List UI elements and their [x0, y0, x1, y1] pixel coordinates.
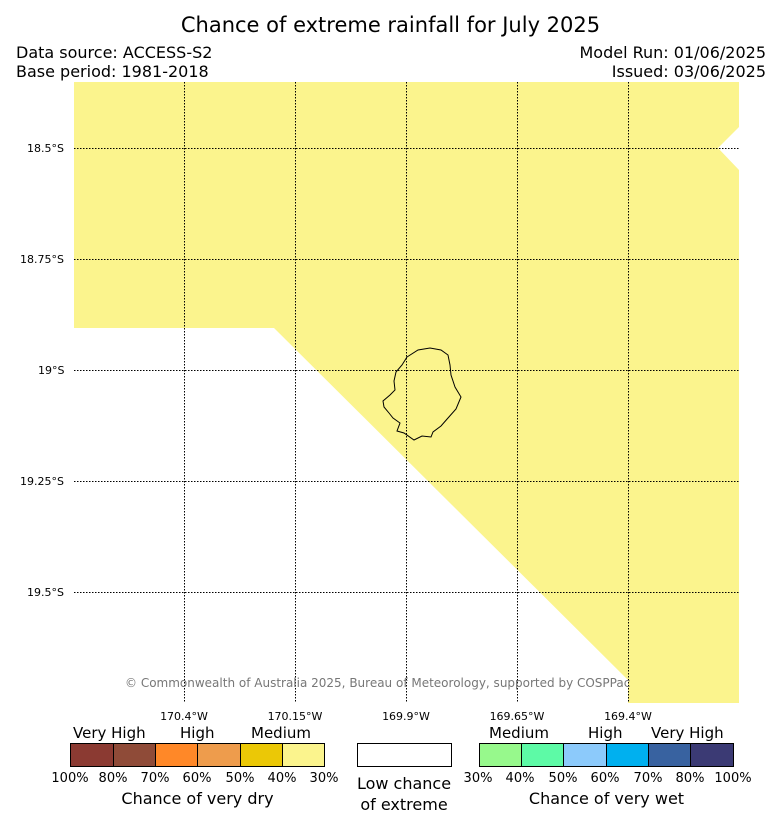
dry-swatch	[282, 743, 325, 767]
copyright-credit: © Commonwealth of Australia 2025, Bureau…	[125, 676, 631, 690]
wet-level-very-high: Very High	[651, 724, 724, 742]
dry-swatch	[240, 743, 283, 767]
dry-swatch	[155, 743, 198, 767]
dry-tick: 40%	[267, 771, 297, 786]
low-chance-swatch	[357, 743, 452, 767]
wet-swatch	[479, 743, 522, 767]
lon-label: 169.65°W	[489, 710, 545, 723]
issued-date: Issued: 03/06/2025	[611, 62, 766, 81]
dry-level-high: High	[180, 724, 215, 742]
wet-level-medium: Medium	[489, 724, 549, 742]
dry-tick: 30%	[309, 771, 339, 786]
model-run-info: Model Run: 01/06/2025 Issued: 03/06/2025	[580, 43, 767, 81]
wet-caption: Chance of very wet	[528, 789, 685, 808]
wet-swatch	[521, 743, 564, 767]
dry-tick: 80%	[98, 771, 128, 786]
low-chance-caption-line2: of extreme	[360, 795, 448, 814]
wet-swatch	[563, 743, 607, 767]
data-source: Data source: ACCESS-S2	[16, 43, 213, 62]
dry-tick: 100%	[51, 771, 89, 786]
lat-label: 18.5°S	[27, 142, 64, 155]
map-title: Chance of extreme rainfall for July 2025	[180, 13, 601, 37]
lon-label: 169.4°W	[604, 710, 652, 723]
wet-swatch	[606, 743, 649, 767]
dry-swatch	[70, 743, 114, 767]
wet-swatch	[690, 743, 734, 767]
gridlines	[74, 82, 739, 703]
wet-swatch	[648, 743, 691, 767]
lat-label: 19°S	[38, 364, 65, 377]
lat-label: 18.75°S	[20, 253, 64, 266]
wet-tick: 100%	[714, 771, 752, 786]
dry-caption: Chance of very dry	[121, 789, 274, 808]
wet-level-high: High	[588, 724, 623, 742]
lon-label: 170.15°W	[267, 710, 323, 723]
dry-level-medium: Medium	[251, 724, 311, 742]
wet-tick: 80%	[675, 771, 705, 786]
dry-swatch	[113, 743, 156, 767]
dry-swatch	[197, 743, 241, 767]
lat-label: 19.5°S	[27, 586, 64, 599]
lon-label: 169.9°W	[382, 710, 430, 723]
dry-tick: 70%	[140, 771, 170, 786]
model-run: Model Run: 01/06/2025	[579, 43, 767, 62]
wet-tick: 70%	[633, 771, 663, 786]
lon-label: 170.4°W	[160, 710, 208, 723]
wet-tick: 30%	[463, 771, 493, 786]
base-period: Base period: 1981-2018	[16, 62, 209, 81]
data-source-info: Data source: ACCESS-S2 Base period: 1981…	[16, 43, 212, 81]
lat-label: 19.25°S	[20, 475, 64, 488]
dry-tick: 50%	[225, 771, 255, 786]
island-outline	[382, 347, 462, 441]
wet-tick: 40%	[505, 771, 535, 786]
wet-tick: 60%	[590, 771, 620, 786]
low-chance-caption-line1: Low chance	[356, 774, 452, 793]
wet-tick: 50%	[548, 771, 578, 786]
dry-tick: 60%	[182, 771, 212, 786]
dry-level-very-high: Very High	[73, 724, 146, 742]
